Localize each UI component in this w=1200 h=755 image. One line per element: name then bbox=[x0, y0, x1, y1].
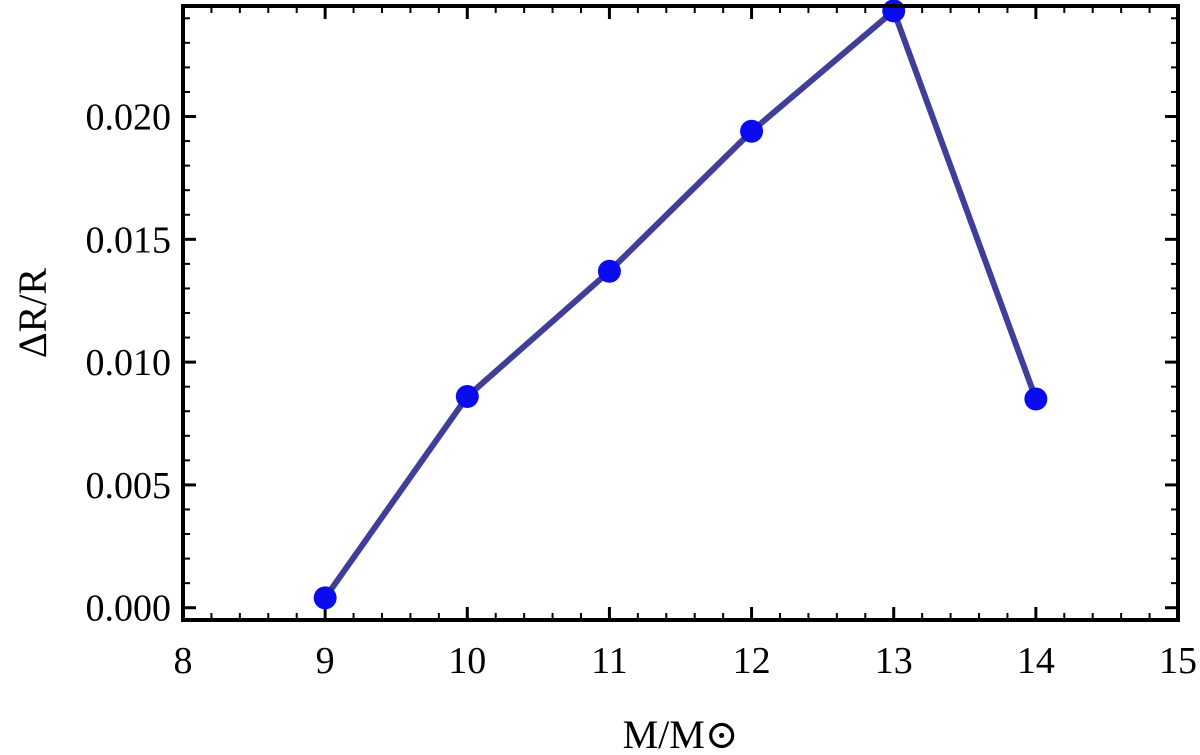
y-tick-label: 0.005 bbox=[86, 465, 172, 507]
x-axis-label: M/M⊙ bbox=[623, 712, 739, 755]
y-tick-label: 0.000 bbox=[86, 588, 172, 630]
tick-marks bbox=[181, 6, 1180, 620]
data-point bbox=[1024, 387, 1048, 411]
y-tick-label: 0.015 bbox=[86, 219, 172, 261]
data-series bbox=[313, 0, 1048, 610]
x-tick-labels: 8 9 10 11 12 13 14 15 bbox=[174, 640, 1198, 682]
y-tick-label: 0.020 bbox=[86, 97, 172, 139]
y-tick-labels: 0.000 0.005 0.010 0.015 0.020 bbox=[86, 97, 172, 630]
x-tick-label: 14 bbox=[1017, 640, 1055, 682]
data-point bbox=[455, 385, 479, 409]
data-point bbox=[740, 119, 764, 143]
data-point bbox=[313, 586, 337, 610]
x-tick-label: 8 bbox=[174, 640, 193, 682]
x-tick-label: 15 bbox=[1159, 640, 1197, 682]
x-tick-label: 11 bbox=[591, 640, 628, 682]
series-line bbox=[322, 7, 1039, 600]
plot-frame bbox=[181, 4, 1180, 622]
x-tick-label: 10 bbox=[448, 640, 486, 682]
x-tick-label: 13 bbox=[875, 640, 913, 682]
y-tick-label: 0.010 bbox=[86, 342, 172, 384]
x-tick-label: 12 bbox=[733, 640, 771, 682]
y-axis-label: ΔR/R bbox=[10, 268, 55, 359]
x-tick-label: 9 bbox=[316, 640, 335, 682]
data-point bbox=[882, 0, 906, 23]
data-point bbox=[597, 259, 621, 283]
